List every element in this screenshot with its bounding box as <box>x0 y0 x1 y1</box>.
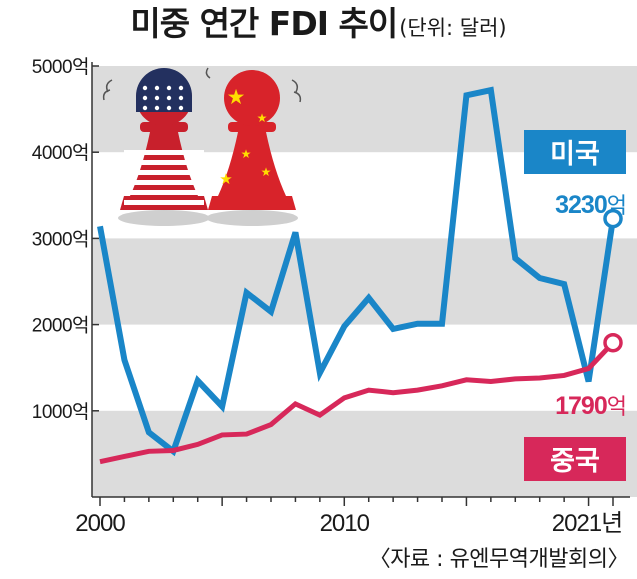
pawn-collar <box>228 122 276 132</box>
cn-end-label: 1790억 <box>555 392 627 420</box>
flag-stripe <box>124 160 204 165</box>
pawn-body <box>218 132 286 196</box>
x-tick-label: 2010 <box>320 510 370 537</box>
flag-star <box>142 95 148 101</box>
flag-star: ★ <box>241 147 252 161</box>
flag-star <box>166 105 172 111</box>
y-tick-label: 2000억 <box>32 315 89 337</box>
us-legend-label: 미국 <box>550 139 600 170</box>
cn-legend-box <box>524 437 626 481</box>
flag-stripe <box>124 150 204 155</box>
flag-star <box>166 85 172 91</box>
pawn-head <box>224 70 280 126</box>
flag-stripe <box>124 200 204 205</box>
chart-unit: (단위: 달러) <box>399 16 507 40</box>
pawn-shadow <box>206 210 298 226</box>
pawn-base <box>208 196 296 210</box>
y-tick-label: 1000억 <box>32 401 89 423</box>
us-end-marker <box>603 208 623 229</box>
flag-star <box>154 95 160 101</box>
source-note: 〈자료 : 유엔무역개발회의〉 <box>368 547 630 572</box>
y-tick-label: 4000억 <box>32 142 89 164</box>
cn-series-line <box>99 340 615 465</box>
cn-legend-label: 중국 <box>550 446 600 477</box>
x-tick-label: 2021년 <box>552 510 622 537</box>
us-legend-box <box>524 130 626 174</box>
flag-star: ★ <box>257 111 268 125</box>
wobble-mark <box>102 79 113 101</box>
cn-end-marker <box>603 332 623 353</box>
chess-pawns-illustration: ★ ★ ★ ★ ★ <box>102 67 302 226</box>
flag-star <box>142 105 148 111</box>
pawn-collar <box>140 122 188 132</box>
us-end-label: 3230억 <box>555 191 627 219</box>
flag-star: ★ <box>227 85 246 109</box>
us-series-line <box>97 86 616 457</box>
cn-series <box>99 332 623 465</box>
flag-star <box>166 95 172 101</box>
x-tick-label: 2000 <box>75 510 125 537</box>
flag-canton <box>136 68 192 112</box>
flag-star <box>154 85 160 91</box>
chart-title-main: 미중 연간 FDI 추이 <box>130 4 398 43</box>
pawn-shadow <box>118 210 210 226</box>
flag-star <box>178 105 184 111</box>
flag-stripe <box>124 190 204 195</box>
us-flag-pattern <box>124 68 204 205</box>
flag-star <box>178 85 184 91</box>
flag-star <box>178 95 184 101</box>
us-series <box>97 86 623 457</box>
flag-star <box>154 105 160 111</box>
flag-star: ★ <box>261 165 272 179</box>
chart-title: 미중 연간 FDI 추이(단위: 달러) <box>0 0 637 48</box>
flag-stripe <box>124 180 204 185</box>
flag-star <box>142 85 148 91</box>
flag-stripe <box>124 170 204 175</box>
flag-star: ★ <box>219 170 232 188</box>
china-pawn-icon: ★ ★ ★ ★ ★ <box>206 70 298 226</box>
us-pawn-icon <box>118 68 210 226</box>
y-tick-label: 3000억 <box>32 228 89 250</box>
wobble-mark <box>205 67 302 103</box>
y-tick-label: 5000억 <box>32 56 89 78</box>
